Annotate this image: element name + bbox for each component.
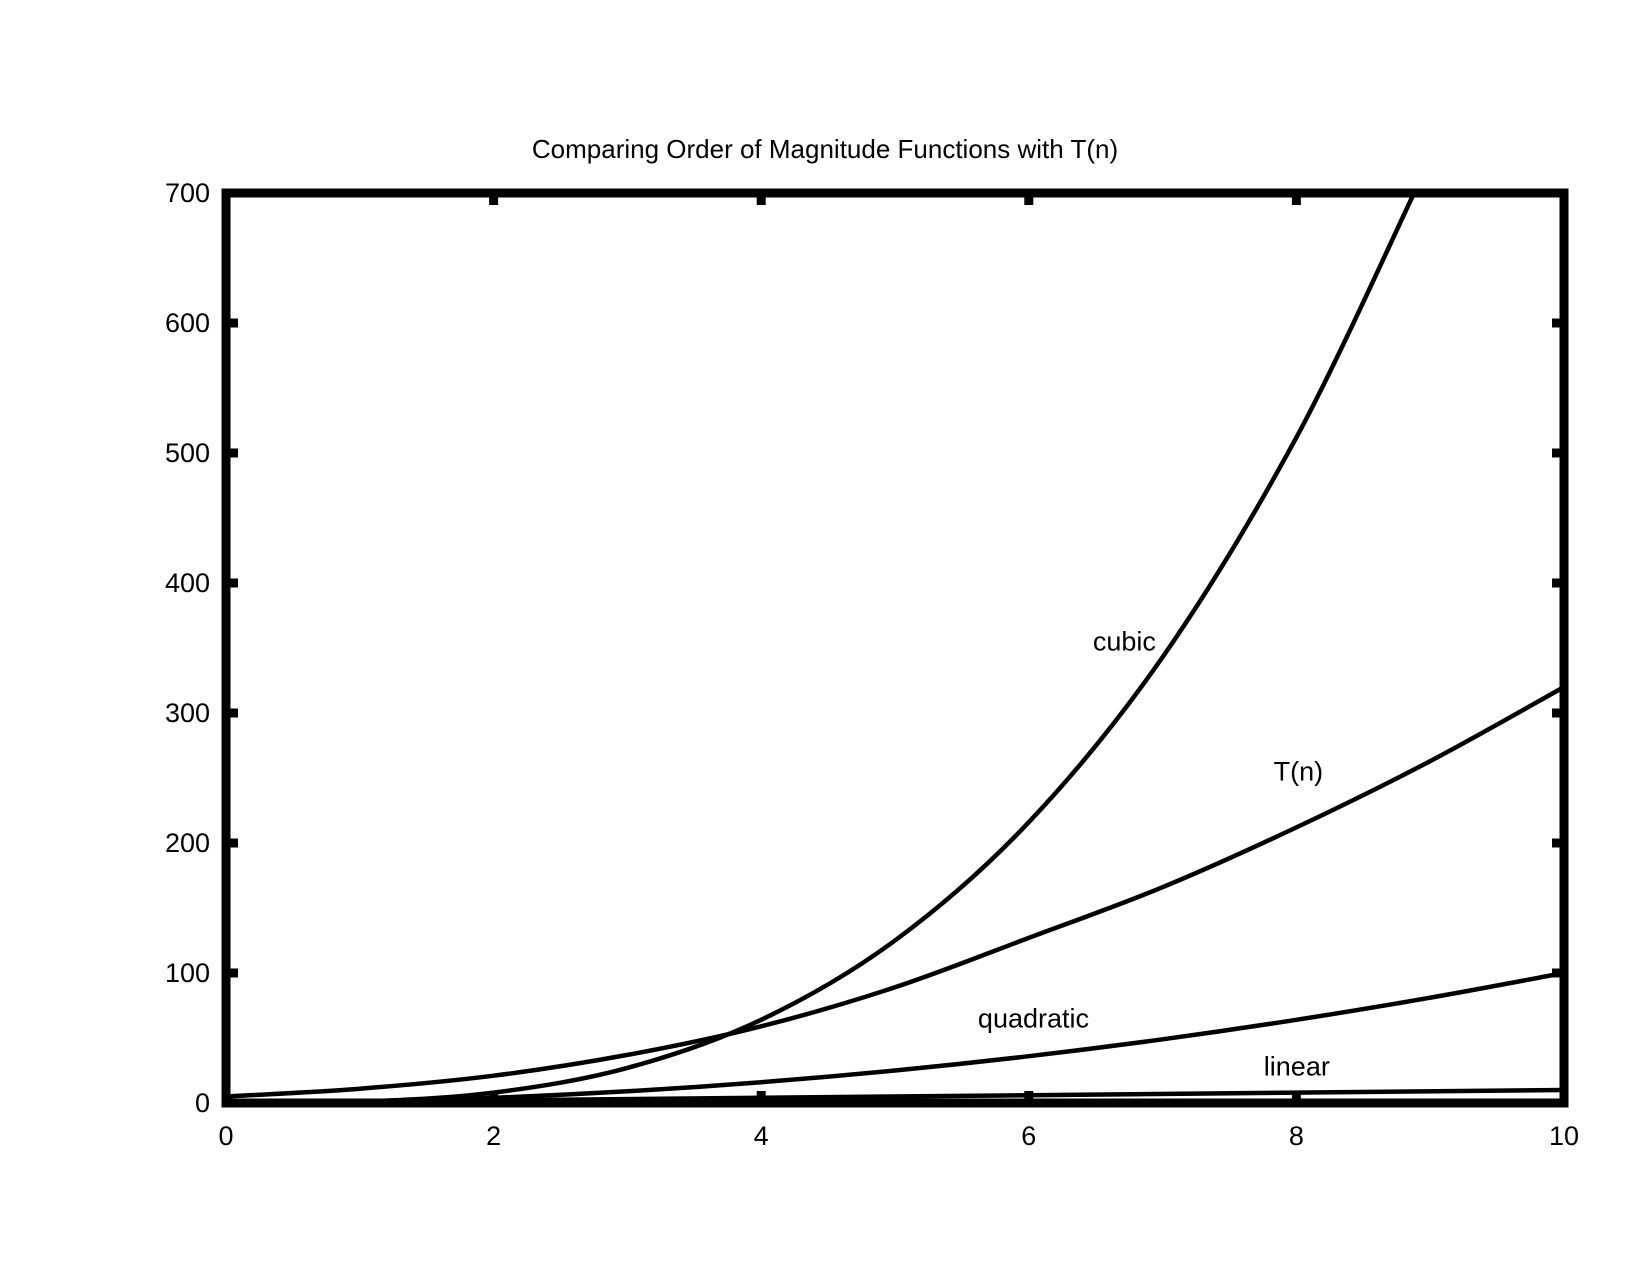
- x-tick-label: 0: [218, 1121, 233, 1151]
- chart-title: Comparing Order of Magnitude Functions w…: [531, 134, 1119, 164]
- x-tick-label: 8: [1289, 1121, 1304, 1151]
- curve-labels: cubic T(n) quadratic linear: [978, 627, 1330, 1082]
- x-tick-label: 10: [1549, 1121, 1579, 1151]
- x-tick-label: 6: [1021, 1121, 1036, 1151]
- y-tick-label: 400: [165, 568, 210, 598]
- plot-frame: [221, 188, 1569, 1108]
- y-tick-label: 500: [165, 438, 210, 468]
- y-tick-label: 100: [165, 958, 210, 988]
- y-tick-label: 300: [165, 698, 210, 728]
- curve-label: cubic: [1093, 627, 1156, 657]
- x-tick-label: 4: [754, 1121, 769, 1151]
- y-tick-label: 0: [195, 1088, 210, 1118]
- series-line-cubic: [226, 193, 1417, 1103]
- series-line-tn: [226, 685, 1564, 1099]
- axis-ticks: [221, 188, 1569, 1108]
- y-tick-label: 200: [165, 828, 210, 858]
- curve-label: T(n): [1274, 757, 1324, 787]
- curve-label: quadratic: [978, 1004, 1089, 1034]
- y-tick-label: 600: [165, 308, 210, 338]
- x-tick-label: 2: [486, 1121, 501, 1151]
- series-lines: [226, 193, 1564, 1103]
- y-tick-label: 700: [165, 178, 210, 208]
- curve-label: linear: [1264, 1052, 1330, 1082]
